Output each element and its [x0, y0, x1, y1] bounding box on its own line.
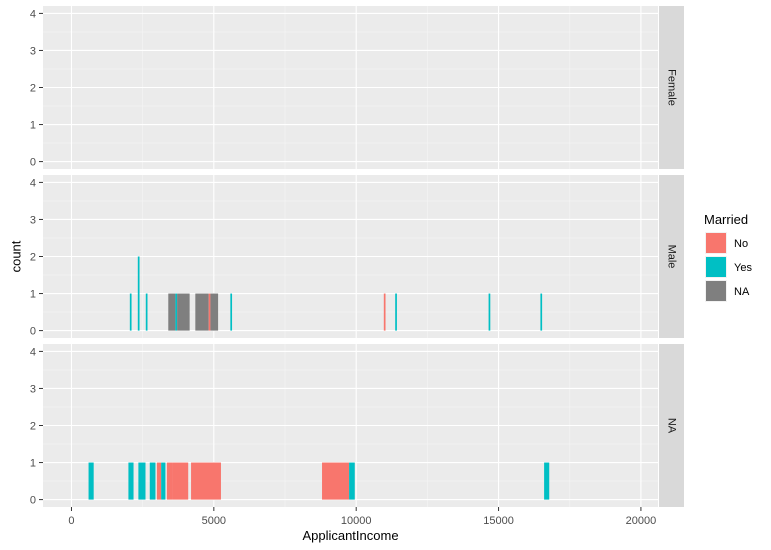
- histogram-bar: [230, 293, 233, 331]
- x-tick-label: 10000: [341, 515, 372, 527]
- histogram-bar: [145, 293, 148, 331]
- histogram-bar: [88, 462, 94, 500]
- facet-strip: [659, 175, 684, 338]
- legend-title: Married: [704, 212, 748, 227]
- histogram-bar: [168, 293, 176, 331]
- legend-swatch: [706, 233, 726, 253]
- x-tick-label: 15000: [483, 515, 514, 527]
- histogram-bar: [161, 462, 166, 500]
- x-tick-label: 20000: [626, 515, 657, 527]
- y-tick-label: 4: [30, 8, 36, 20]
- histogram-bar: [149, 462, 156, 500]
- x-axis-title: ApplicantIncome: [302, 528, 398, 543]
- legend-label: No: [734, 238, 748, 250]
- histogram-bar: [166, 462, 173, 500]
- y-tick-label: 0: [30, 326, 36, 338]
- legend-swatch: [706, 281, 726, 301]
- legend-label: NA: [734, 286, 750, 298]
- x-tick-label: 5000: [202, 515, 226, 527]
- histogram-bar: [172, 462, 189, 500]
- y-tick-label: 1: [30, 120, 36, 132]
- y-tick-label: 4: [30, 346, 36, 358]
- legend: Married No Yes NA: [704, 212, 752, 302]
- y-tick-label: 2: [30, 421, 36, 433]
- y-tick-label: 3: [30, 214, 36, 226]
- y-tick-label: 0: [30, 157, 36, 169]
- facet-panel: 0 1 2 3 4 Male: [30, 175, 684, 338]
- histogram-bar: [128, 462, 134, 500]
- histogram-bar: [129, 293, 132, 331]
- facet-strip: [659, 344, 684, 507]
- facet-strip: [659, 6, 684, 169]
- histogram-bar: [544, 462, 550, 500]
- histogram-bar: [349, 462, 355, 500]
- y-tick-label: 1: [30, 289, 36, 301]
- x-tick-label: 0: [68, 515, 74, 527]
- histogram-bar: [322, 462, 350, 500]
- y-tick-label: 2: [30, 83, 36, 95]
- histogram-bar: [395, 293, 397, 331]
- facet-panel: 0 1 2 3 4 Female: [30, 6, 684, 169]
- y-tick-label: 3: [30, 45, 36, 57]
- legend-label: Yes: [734, 262, 752, 274]
- histogram-bar: [137, 256, 140, 331]
- y-tick-label: 3: [30, 383, 36, 395]
- histogram-bar: [195, 293, 209, 331]
- histogram-bar: [177, 293, 190, 331]
- facet-strip-label: NA: [666, 418, 678, 434]
- facet-strip-label: Male: [666, 245, 678, 269]
- facet-panels: 0 1 2 3 4 Female 0 1 2 3 4 Male 0 1 2 3 4 NA: [30, 6, 684, 507]
- legend-swatch: [706, 257, 726, 277]
- histogram-bar: [210, 293, 219, 331]
- histogram-bar: [383, 293, 386, 331]
- histogram-bar: [488, 293, 491, 331]
- facet-strip-label: Female: [666, 69, 678, 106]
- histogram-bar: [138, 462, 146, 500]
- y-tick-label: 2: [30, 252, 36, 264]
- histogram-bar: [208, 293, 211, 331]
- y-tick-label: 0: [30, 495, 36, 507]
- histogram-bar: [156, 462, 162, 500]
- x-axis: 0 5000 10000 15000 20000: [68, 507, 656, 527]
- y-axis-title: count: [9, 240, 24, 272]
- histogram-bar: [191, 462, 221, 500]
- y-tick-label: 1: [30, 458, 36, 470]
- histogram-bar: [540, 293, 543, 331]
- facet-panel: 0 1 2 3 4 NA: [30, 344, 684, 507]
- y-tick-label: 4: [30, 177, 36, 189]
- histogram-bar: [175, 293, 178, 331]
